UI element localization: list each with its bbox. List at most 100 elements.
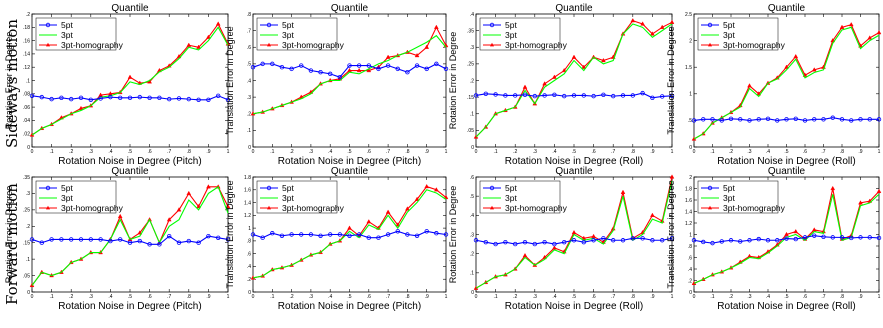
- point-5pt: [821, 234, 826, 239]
- x-tick-label: .6: [367, 294, 371, 300]
- point-5pt: [562, 93, 567, 99]
- point-5pt: [542, 239, 547, 245]
- point-5pt: [250, 64, 256, 70]
- x-tick-label: 1: [878, 294, 881, 300]
- legend-label-5pt: 5pt: [723, 183, 735, 193]
- point-5pt: [196, 97, 201, 102]
- point-5pt: [513, 241, 518, 247]
- point-5pt: [849, 235, 854, 241]
- point-5pt: [308, 68, 314, 73]
- x-tick-label: .6: [148, 294, 152, 300]
- legend-marker-5pt: [707, 185, 713, 191]
- x-tick-label: .3: [747, 294, 751, 300]
- x-tick-label: .5: [784, 294, 788, 300]
- chart-title: Quantile: [111, 3, 149, 14]
- point-5pt: [765, 116, 771, 122]
- point-5pt: [650, 238, 655, 243]
- y-tick-label: .1: [470, 271, 474, 277]
- y-tick-label: .4: [247, 78, 251, 84]
- x-tick-label: .1: [710, 149, 714, 155]
- y-tick-label: .4: [688, 267, 692, 273]
- point-5pt: [747, 238, 752, 243]
- x-tick-label: .2: [729, 149, 733, 155]
- chart-5: 0 .05 .1 .15 .2 .25 .3 .35 0 .1 .2 .3 .4 .5 .6 .7 .8 .9 1 Q…: [4, 166, 231, 312]
- x-tick-label: .6: [592, 149, 596, 155]
- point-3pt-homography: [385, 54, 391, 59]
- x-tick-label: .8: [840, 149, 844, 155]
- point-3pt-homography: [166, 217, 172, 222]
- point-5pt: [611, 238, 616, 243]
- point-5pt: [640, 90, 645, 96]
- x-tick-label: .5: [572, 149, 576, 155]
- y-tick-label: 1.8: [685, 186, 692, 192]
- x-axis-label: Rotation Noise in Degree (Pitch): [58, 156, 201, 167]
- x-tick-label: .3: [747, 149, 751, 155]
- point-5pt: [793, 116, 798, 122]
- x-tick-label: .4: [552, 294, 556, 300]
- y-tick-label: 1.4: [685, 209, 692, 215]
- point-5pt: [571, 238, 577, 243]
- point-5pt: [867, 117, 872, 122]
- y-tick-label: .14: [23, 52, 30, 58]
- series-line-5pt: [31, 95, 229, 101]
- x-tick-label: .2: [69, 294, 73, 300]
- x-tick-label: .4: [108, 149, 112, 155]
- legend-marker-3pt-homography: [46, 42, 50, 47]
- x-tick-label: .9: [206, 149, 210, 155]
- point-5pt: [270, 231, 275, 236]
- chart-title: Quantile: [768, 3, 806, 14]
- point-5pt: [59, 95, 64, 100]
- legend-marker-5pt: [266, 22, 272, 28]
- point-5pt: [620, 238, 626, 243]
- legend-label-3pt: 3pt: [505, 193, 517, 203]
- point-5pt: [793, 236, 798, 242]
- point-5pt: [289, 66, 294, 72]
- legend-label-5pt: 5pt: [282, 20, 294, 30]
- point-5pt: [117, 95, 123, 100]
- x-tick-label: 1: [671, 149, 674, 155]
- series-line-3pt: [693, 26, 880, 140]
- point-5pt: [620, 93, 626, 98]
- point-3pt-homography: [552, 74, 557, 79]
- point-5pt: [279, 233, 285, 238]
- y-tick-label: .05: [467, 128, 474, 134]
- point-5pt: [756, 117, 761, 122]
- point-5pt: [532, 241, 537, 247]
- point-5pt: [601, 236, 606, 241]
- point-5pt: [728, 116, 734, 122]
- point-3pt-homography: [186, 42, 192, 47]
- x-tick-label: 0: [475, 149, 478, 155]
- point-5pt: [503, 239, 508, 245]
- y-tick-label: 1.8: [244, 175, 251, 181]
- series-line-3pt: [475, 23, 673, 138]
- legend-marker-3pt-homography: [490, 205, 494, 210]
- y-tick-label: .25: [467, 62, 474, 68]
- point-3pt-homography: [215, 21, 221, 26]
- y-axis-label: Translation Error in Degree: [225, 180, 235, 288]
- series-line-5pt: [252, 230, 447, 239]
- y-tick-label: .04: [23, 118, 30, 124]
- x-tick-label: .4: [766, 149, 770, 155]
- y-tick-label: .8: [247, 239, 251, 245]
- y-tick-label: .1: [247, 128, 251, 134]
- y-tick-label: .2: [247, 277, 251, 283]
- point-5pt: [49, 237, 54, 242]
- legend-label-3pt-homography: 3pt-homography: [282, 203, 345, 213]
- point-5pt: [830, 235, 835, 240]
- y-tick-label: 0: [689, 145, 692, 151]
- point-5pt: [765, 238, 771, 243]
- point-3pt-homography: [366, 219, 372, 224]
- point-3pt-homography: [366, 67, 372, 73]
- x-tick-label: .8: [187, 294, 191, 300]
- point-3pt-homography: [414, 52, 420, 58]
- y-axis-label: Rotation Error in Degree: [448, 32, 458, 130]
- point-5pt: [337, 232, 343, 237]
- legend-marker-5pt: [266, 185, 272, 191]
- chart-title: Quantile: [555, 3, 593, 14]
- legend-label-5pt: 5pt: [61, 183, 73, 193]
- x-tick-label: .7: [386, 294, 390, 300]
- point-5pt: [88, 237, 93, 242]
- y-tick-label: .6: [688, 255, 692, 261]
- point-5pt: [299, 232, 304, 237]
- point-5pt: [215, 235, 221, 240]
